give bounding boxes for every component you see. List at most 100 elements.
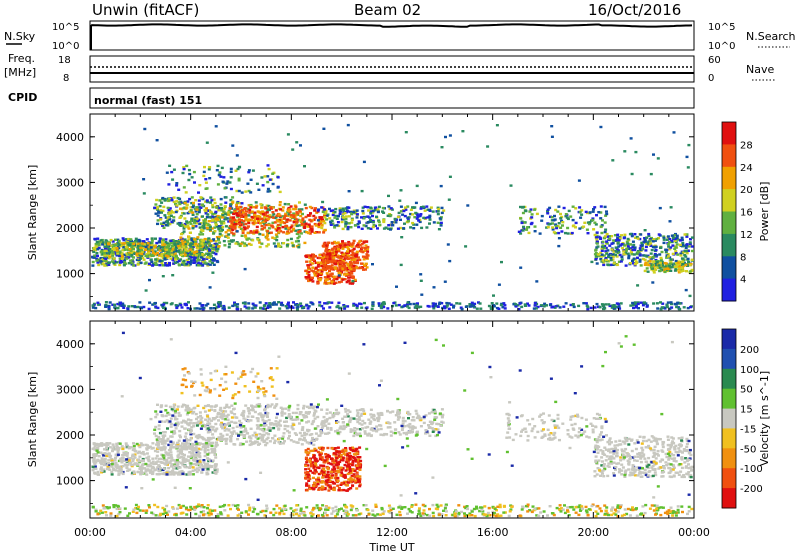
heatmap-cell bbox=[96, 470, 100, 474]
heatmap-cell bbox=[330, 259, 334, 262]
heatmap-cell bbox=[330, 301, 334, 304]
heatmap-cell bbox=[202, 174, 206, 178]
heatmap-cell bbox=[213, 242, 217, 246]
heatmap-cell bbox=[331, 254, 335, 257]
heatmap-cell bbox=[614, 249, 618, 253]
heatmap-cell bbox=[369, 210, 373, 213]
nsky-line bbox=[90, 23, 693, 50]
heatmap-cell bbox=[230, 220, 234, 223]
heatmap-cell bbox=[211, 441, 215, 445]
heatmap-cell bbox=[403, 214, 407, 218]
cpid-value: normal (fast) 151 bbox=[94, 94, 202, 107]
heatmap-cell bbox=[468, 305, 472, 308]
heatmap-cell bbox=[93, 448, 97, 451]
heatmap-cell bbox=[137, 444, 141, 447]
heatmap-cell bbox=[362, 241, 366, 244]
heatmap-cell bbox=[215, 415, 219, 418]
heatmap-cell bbox=[665, 256, 669, 259]
heatmap-cell bbox=[347, 222, 351, 225]
heatmap-cell bbox=[194, 260, 198, 263]
heatmap-cell bbox=[132, 242, 136, 246]
heatmap-cell bbox=[444, 135, 447, 139]
heatmap-cell bbox=[229, 216, 233, 219]
heatmap-cell bbox=[540, 219, 544, 222]
heatmap-cell bbox=[567, 209, 571, 213]
heatmap-cell bbox=[624, 251, 628, 255]
heatmap-cell bbox=[161, 275, 165, 278]
heatmap-cell bbox=[108, 468, 112, 471]
heatmap-cell bbox=[175, 471, 179, 475]
heatmap-cell bbox=[103, 448, 106, 451]
heatmap-cell bbox=[677, 260, 681, 263]
heatmap-cell bbox=[131, 453, 135, 456]
heatmap-cell bbox=[685, 155, 689, 159]
heatmap-cell bbox=[328, 207, 331, 211]
heatmap-cell bbox=[662, 269, 666, 272]
heatmap-cell bbox=[227, 213, 231, 217]
heatmap-cell bbox=[221, 225, 225, 229]
heatmap-cell bbox=[649, 242, 653, 245]
heatmap-cell bbox=[158, 467, 162, 470]
heatmap-cell bbox=[586, 305, 590, 309]
heatmap-cell bbox=[181, 263, 184, 266]
heatmap-cell bbox=[309, 263, 313, 266]
heatmap-cell bbox=[128, 242, 132, 245]
heatmap-cell bbox=[324, 249, 328, 253]
heatmap-cell bbox=[156, 248, 160, 251]
heatmap-cell bbox=[158, 446, 162, 450]
heatmap-cell bbox=[238, 221, 241, 224]
heatmap-cell bbox=[185, 303, 188, 307]
heatmap-cell bbox=[160, 201, 164, 204]
heatmap-cell bbox=[285, 243, 289, 247]
heatmap-cell bbox=[552, 231, 556, 234]
heatmap-cell bbox=[251, 239, 255, 242]
heatmap-cell bbox=[92, 454, 96, 457]
heatmap-cell bbox=[166, 206, 170, 210]
heatmap-cell bbox=[124, 459, 128, 463]
heatmap-cell bbox=[297, 235, 301, 238]
heatmap-cell bbox=[209, 210, 213, 213]
heatmap-cell bbox=[344, 225, 348, 228]
heatmap-cell bbox=[382, 211, 386, 214]
heatmap-cell bbox=[163, 446, 167, 449]
heatmap-cell bbox=[149, 464, 153, 468]
heatmap-cell bbox=[192, 455, 195, 458]
heatmap-cell bbox=[216, 164, 220, 168]
heatmap-cell bbox=[230, 221, 234, 225]
heatmap-cell bbox=[288, 306, 292, 309]
heatmap-cell bbox=[218, 408, 222, 412]
heatmap-cell bbox=[629, 137, 633, 140]
heatmap-cell bbox=[419, 206, 423, 209]
heatmap-cell bbox=[137, 247, 141, 251]
heatmap-cell bbox=[186, 200, 190, 203]
heatmap-cell bbox=[282, 242, 286, 245]
heatmap-cell bbox=[368, 216, 372, 219]
heatmap-cell bbox=[242, 211, 245, 214]
heatmap-cell bbox=[154, 212, 158, 215]
heatmap-cell bbox=[165, 242, 169, 245]
heatmap-cell bbox=[121, 472, 125, 476]
heatmap-cell bbox=[652, 260, 656, 263]
heatmap-cell bbox=[262, 430, 266, 433]
heatmap-cell bbox=[629, 304, 633, 307]
heatmap-cell bbox=[227, 245, 231, 249]
heatmap-cell bbox=[103, 245, 107, 248]
heatmap-cell bbox=[273, 439, 277, 442]
heatmap-cell bbox=[145, 447, 149, 450]
heatmap-cell bbox=[651, 263, 655, 267]
heatmap-cell bbox=[130, 463, 134, 467]
heatmap-cell bbox=[338, 243, 342, 246]
heatmap-cell bbox=[147, 459, 151, 463]
heatmap-cell bbox=[375, 215, 378, 218]
heatmap-cell bbox=[194, 225, 198, 228]
heatmap-cell bbox=[107, 244, 111, 248]
heatmap-cell bbox=[335, 244, 339, 248]
heatmap-cell bbox=[307, 406, 311, 410]
heatmap-cell bbox=[96, 473, 100, 476]
heatmap-cell bbox=[205, 199, 209, 202]
heatmap-cell bbox=[221, 228, 224, 232]
heatmap-cell bbox=[315, 270, 319, 273]
heatmap-cell bbox=[337, 256, 341, 259]
heatmap-cell bbox=[355, 250, 359, 253]
heatmap-cell bbox=[165, 248, 169, 251]
